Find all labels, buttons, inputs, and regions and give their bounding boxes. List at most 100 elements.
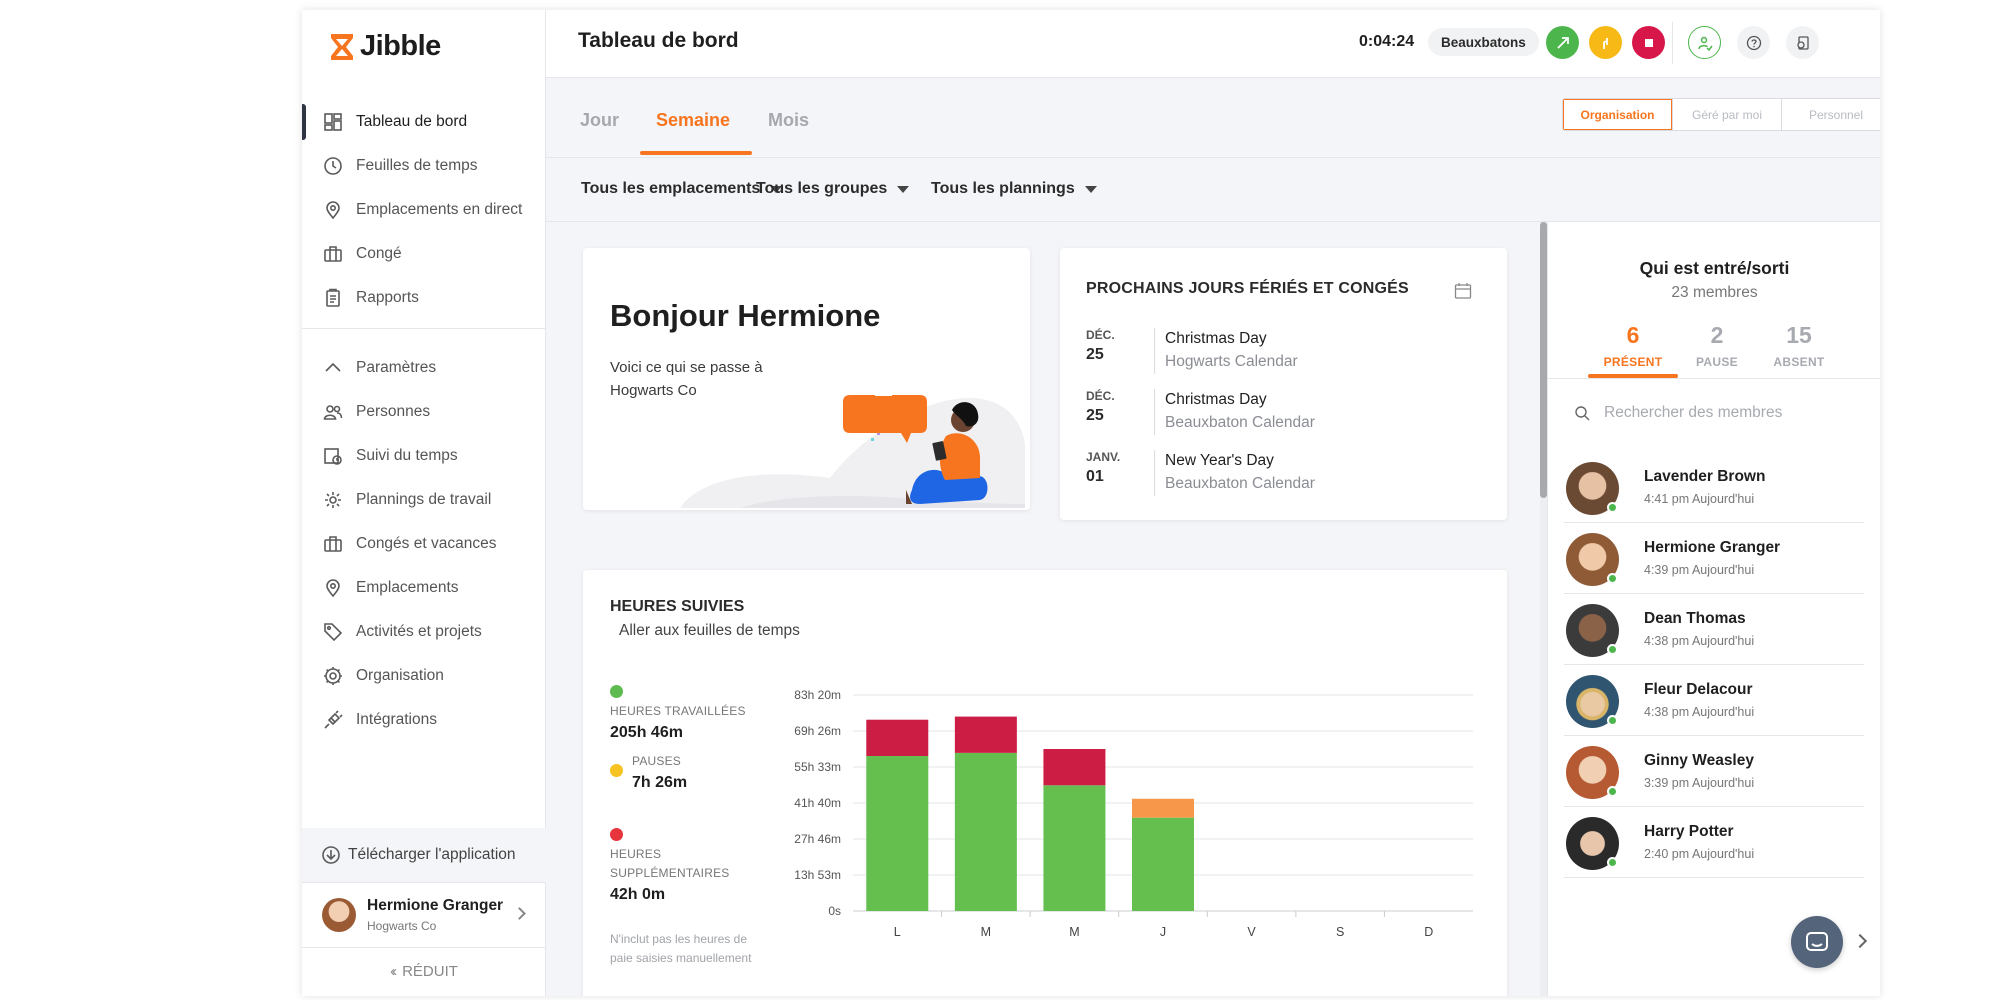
jibble-logo[interactable]: Jibble <box>328 30 441 63</box>
holiday-row[interactable]: JANV. 01 New Year's Day Beauxbaton Calend… <box>1086 450 1486 504</box>
stat-label: PRÉSENT <box>1603 355 1663 369</box>
legend-dot <box>610 828 623 841</box>
stat-label: PAUSE <box>1696 355 1738 369</box>
sidebar-item-reports[interactable]: Rapports <box>302 276 546 320</box>
sidebar-item-organization[interactable]: Organisation <box>302 654 546 698</box>
scope-managed-by-me[interactable]: Géré par moi <box>1672 99 1781 130</box>
tab-month[interactable]: Mois <box>768 110 810 130</box>
holiday-row[interactable]: DÉC. 25 Christmas Day Hogwarts Calendar <box>1086 328 1486 382</box>
x-tick-label: M <box>1069 925 1079 939</box>
groups-filter[interactable]: Tous les groupes <box>756 180 910 198</box>
tab-week[interactable]: Semaine <box>656 110 731 130</box>
organization-switcher[interactable]: Beauxbatons <box>1428 28 1539 56</box>
hours-bar-chart: 0s 13h 53m 27h 46m 41h 40m 55h 33m 69h 26m 83h… <box>794 688 1473 939</box>
sidebar-item-leave[interactable]: Congé <box>302 232 546 276</box>
member-name: Harry Potter <box>1644 823 1734 840</box>
chat-support-button[interactable] <box>1791 916 1843 968</box>
user-check-icon <box>1697 36 1713 51</box>
sidebar-item-timesheets[interactable]: Feuilles de temps <box>302 144 546 188</box>
member-row[interactable]: Ginny Weasley 3:39 pm Aujourd'hui <box>1564 736 1864 807</box>
announcements-button[interactable] <box>1786 26 1819 59</box>
sidebar-item-label: Suivi du temps <box>356 447 458 464</box>
greeting-card: Bonjour Hermione Voici ce qui se passe à… <box>583 248 1030 510</box>
bar-segment[interactable] <box>866 755 929 911</box>
main-nav: Tableau de bord Feuilles de temps Emplac… <box>302 100 546 320</box>
sidebar-item-integrations[interactable]: Intégrations <box>302 698 546 742</box>
holiday-name: Christmas Day <box>1165 391 1267 408</box>
x-tick-label: V <box>1247 925 1256 939</box>
member-search-input[interactable] <box>1604 404 1784 422</box>
member-row[interactable]: Lavender Brown 4:41 pm Aujourd'hui <box>1564 452 1864 523</box>
download-app-button[interactable]: Télécharger l'application <box>302 828 546 882</box>
bar-segment[interactable] <box>1043 785 1106 911</box>
holiday-calendar: Beauxbaton Calendar <box>1165 414 1315 431</box>
bar-segment[interactable] <box>954 752 1017 911</box>
sidebar-item-holidays[interactable]: Congés et vacances <box>302 522 546 566</box>
legend-dot <box>610 764 623 777</box>
main-scrollbar-track[interactable] <box>1540 222 1547 996</box>
holiday-row[interactable]: DÉC. 25 Christmas Day Beauxbaton Calendar <box>1086 389 1486 443</box>
timer-display: 0:04:24 <box>1359 33 1415 50</box>
member-row[interactable]: Hermione Granger 4:39 pm Aujourd'hui <box>1564 523 1864 594</box>
online-status-dot <box>1607 786 1618 797</box>
holiday-divider <box>1154 328 1155 374</box>
holiday-month: DÉC. <box>1086 389 1115 403</box>
legend-value: 7h 26m <box>632 774 688 791</box>
bar-segment[interactable] <box>1043 748 1106 786</box>
tab-day[interactable]: Jour <box>580 110 620 130</box>
member-row[interactable]: Fleur Delacour 4:38 pm Aujourd'hui <box>1564 665 1864 736</box>
collapse-label: RÉDUIT <box>402 962 458 980</box>
legend-breaks: PAUSES 7h 26m <box>610 752 687 792</box>
y-tick-label: 0s <box>828 904 841 918</box>
clock-in-others-button[interactable] <box>1688 26 1721 59</box>
sidebar-item-label: Rapports <box>356 289 419 306</box>
clock-in-button[interactable] <box>1546 26 1579 59</box>
collapse-sidebar-button[interactable]: ‹‹ RÉDUIT <box>302 954 546 988</box>
help-button[interactable] <box>1737 26 1770 59</box>
stat-break[interactable]: 2 PAUSE <box>1672 322 1762 369</box>
schedules-filter[interactable]: Tous les plannings <box>931 180 1097 198</box>
bar-segment[interactable] <box>866 719 929 756</box>
holiday-calendar: Hogwarts Calendar <box>1165 353 1298 370</box>
bar-segment[interactable] <box>1132 817 1194 911</box>
avatar <box>322 898 356 932</box>
sidebar-item-people[interactable]: Personnes <box>302 390 546 434</box>
scope-personal[interactable]: Personnel <box>1781 99 1880 130</box>
dashboard-icon <box>322 111 344 133</box>
chat-icon <box>1806 932 1828 951</box>
online-status-dot <box>1607 644 1618 655</box>
scope-organization[interactable]: Organisation <box>1563 99 1672 130</box>
sidebar-item-activities[interactable]: Activités et projets <box>302 610 546 654</box>
member-row[interactable]: Harry Potter 2:40 pm Aujourd'hui <box>1564 807 1864 878</box>
online-status-dot <box>1607 502 1618 513</box>
sidebar-item-dashboard[interactable]: Tableau de bord <box>302 100 546 144</box>
sidebar-item-time-tracking[interactable]: Suivi du temps <box>302 434 546 478</box>
sidebar-item-live-locations[interactable]: Emplacements en direct <box>302 188 546 232</box>
locations-filter[interactable]: Tous les emplacements <box>581 180 783 198</box>
filter-label: Tous les plannings <box>931 180 1075 197</box>
gear-icon <box>322 665 344 687</box>
user-profile[interactable]: Hermione Granger Hogwarts Co <box>302 882 546 948</box>
holiday-name: New Year's Day <box>1165 452 1274 469</box>
stat-absent[interactable]: 15 ABSENT <box>1754 322 1844 369</box>
member-time: 2:40 pm Aujourd'hui <box>1644 847 1755 861</box>
sidebar-item-locations[interactable]: Emplacements <box>302 566 546 610</box>
sidebar-item-label: Personnes <box>356 403 431 420</box>
stat-present[interactable]: 6 PRÉSENT <box>1588 322 1678 369</box>
holidays-title: PROCHAINS JOURS FÉRIÉS ET CONGÉS <box>1086 280 1409 297</box>
bar-segment[interactable] <box>1132 798 1194 818</box>
break-button[interactable] <box>1589 26 1622 59</box>
calendar-icon[interactable] <box>1454 282 1472 300</box>
bar-segment[interactable] <box>954 716 1017 753</box>
main-scrollbar-thumb[interactable] <box>1540 222 1547 498</box>
sidebar-item-work-schedules[interactable]: Plannings de travail <box>302 478 546 522</box>
person-reading-illustration <box>680 376 1025 508</box>
schedule-icon <box>322 489 344 511</box>
clock-out-button[interactable] <box>1632 26 1665 59</box>
sidebar-item-settings[interactable]: Paramètres <box>302 346 546 390</box>
go-to-timesheets-link[interactable]: Aller aux feuilles de temps <box>619 622 800 639</box>
who-is-in-panel: Qui est entré/sorti 23 membres 6 PRÉSENT… <box>1547 222 1880 996</box>
announcement-icon <box>1796 35 1809 50</box>
member-row[interactable]: Dean Thomas 4:38 pm Aujourd'hui <box>1564 594 1864 665</box>
sidebar-item-label: Activités et projets <box>356 623 482 640</box>
